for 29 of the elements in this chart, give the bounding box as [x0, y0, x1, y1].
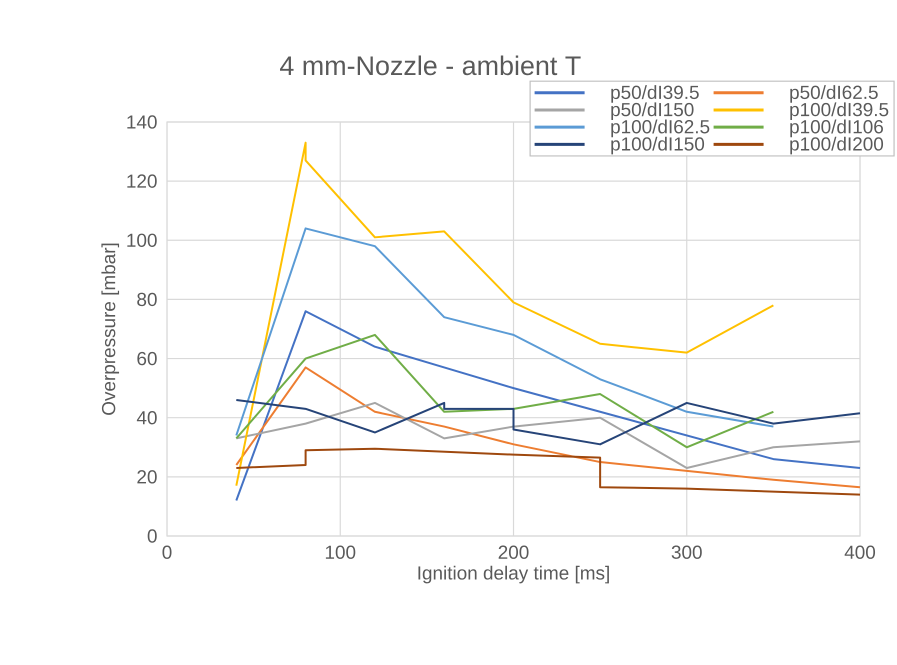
line-series [235, 366, 862, 488]
legend-label: p100/dI200 [790, 136, 884, 154]
x-tick-label: 0 [162, 546, 172, 559]
x-tick-label: 400 [844, 546, 876, 559]
legend-label: p100/dI39.5 [790, 102, 888, 120]
legend-label: p100/dI62.5 [611, 120, 710, 138]
y-tick-label: 60 [137, 352, 157, 366]
y-tick-label: 140 [127, 115, 157, 129]
y-tick-label: 100 [127, 234, 157, 247]
legend-label: p50/dI150 [611, 102, 694, 120]
legend-label: p100/dI106 [790, 120, 883, 138]
chart-title: 4 mm-Nozzle - ambient T [280, 55, 581, 76]
line-series [235, 398, 862, 446]
x-tick-label: 100 [326, 546, 356, 559]
y-tick-label: 20 [137, 470, 157, 484]
legend-label: p50/dI62.5 [790, 85, 878, 103]
line-series [235, 334, 774, 448]
y-tick-label: 40 [136, 410, 157, 424]
x-axis-title: Ignition delay time [ms] [418, 566, 609, 584]
line-series [235, 227, 774, 436]
y-tick-label: 120 [127, 174, 157, 188]
legend-label: p100/dI150 [611, 136, 704, 154]
y-axis-title: Overpressure [mbar] [101, 244, 120, 415]
x-tick-label: 200 [498, 546, 529, 559]
y-tick-label: 80 [137, 292, 157, 306]
x-tick-label: 300 [672, 546, 702, 559]
legend-label: p50/dI39.5 [611, 85, 699, 103]
y-tick-label: 0 [148, 529, 157, 543]
line-series [235, 402, 862, 469]
